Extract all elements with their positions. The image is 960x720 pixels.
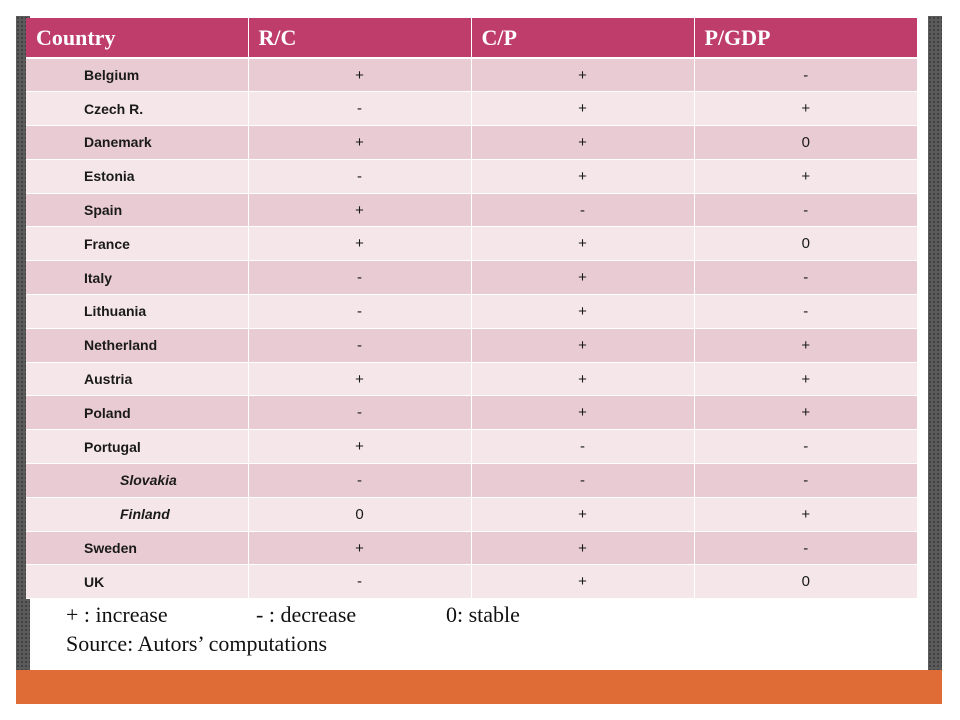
cell-rc: - <box>248 294 472 329</box>
header-pgdp: P/GDP <box>694 18 917 59</box>
cell-rc: - <box>248 564 472 600</box>
legend-stable: 0: stable <box>446 602 520 627</box>
cell-pgdp: + <box>694 159 917 194</box>
cell-pgdp: - <box>694 531 917 566</box>
results-table: Country R/C C/P P/GDP Belgium + + - Czech R.… <box>26 18 917 600</box>
cell-pgdp: 0 <box>694 564 917 600</box>
cell-cp: + <box>471 125 695 160</box>
cell-pgdp: + <box>694 91 917 127</box>
cell-country: Netherland <box>26 328 249 363</box>
source-note: Source: Autors’ computations <box>66 631 328 656</box>
cell-country: Italy <box>26 260 249 296</box>
cell-country: Belgium <box>26 58 249 93</box>
cell-pgdp: + <box>694 362 917 397</box>
cell-pgdp: 0 <box>694 226 917 262</box>
cell-rc: - <box>248 463 472 498</box>
cell-pgdp: - <box>694 463 917 498</box>
cell-pgdp: 0 <box>694 125 917 160</box>
legend-keys: + : increase - : decrease 0: stable <box>66 600 520 629</box>
table-row: Spain + - - <box>26 193 917 228</box>
cell-country: Finland <box>26 497 249 532</box>
table-row: Czech R. - + + <box>26 91 917 127</box>
cell-rc: - <box>248 260 472 296</box>
cell-pgdp: + <box>694 395 917 431</box>
table-row: Sweden + + - <box>26 531 917 566</box>
legend-increase: + : increase <box>66 602 168 627</box>
cell-country: Portugal <box>26 429 249 465</box>
cell-cp: + <box>471 91 695 127</box>
table-row: UK - +0 <box>26 564 917 600</box>
cell-pgdp: + <box>694 497 917 532</box>
legend-decrease: - : decrease <box>256 602 357 627</box>
cell-rc: + <box>248 531 472 566</box>
header-cp: C/P <box>471 18 695 59</box>
cell-rc: + <box>248 58 472 93</box>
table-row: Danemark + +0 <box>26 125 917 160</box>
cell-country: France <box>26 226 249 262</box>
cell-rc: + <box>248 226 472 262</box>
cell-cp: + <box>471 564 695 600</box>
cell-rc: 0 <box>248 497 472 532</box>
table-row: Portugal + - - <box>26 429 917 465</box>
cell-cp: + <box>471 159 695 194</box>
cell-rc: - <box>248 91 472 127</box>
cell-rc: - <box>248 159 472 194</box>
cell-country: Estonia <box>26 159 249 194</box>
cell-pgdp: - <box>694 58 917 93</box>
table-row: Netherland - + + <box>26 328 917 363</box>
cell-cp: + <box>471 260 695 296</box>
cell-pgdp: - <box>694 193 917 228</box>
cell-country: Czech R. <box>26 91 249 127</box>
cell-cp: + <box>471 226 695 262</box>
table-row: Poland - + + <box>26 395 917 431</box>
cell-cp: - <box>471 463 695 498</box>
table-header-row: Country R/C C/P P/GDP <box>26 18 917 59</box>
cell-rc: + <box>248 429 472 465</box>
legend: + : increase - : decrease 0: stable Source… <box>66 600 520 658</box>
table-row: Belgium + + - <box>26 58 917 93</box>
header-country: Country <box>26 18 249 59</box>
cell-country: Slovakia <box>26 463 249 498</box>
table-row: Estonia - + + <box>26 159 917 194</box>
cell-country: Sweden <box>26 531 249 566</box>
table-body: Belgium + + - Czech R. - + + Danemark + +0 Estonia -… <box>26 58 917 600</box>
table-row: Slovakia - - - <box>26 463 917 498</box>
cell-pgdp: - <box>694 294 917 329</box>
cell-country: Austria <box>26 362 249 397</box>
table-row: Lithuania - + - <box>26 294 917 329</box>
cell-country: UK <box>26 564 249 600</box>
cell-cp: + <box>471 362 695 397</box>
table-row: Italy - + - <box>26 260 917 296</box>
cell-pgdp: + <box>694 328 917 363</box>
cell-cp: + <box>471 58 695 93</box>
cell-country: Danemark <box>26 125 249 160</box>
cell-cp: + <box>471 395 695 431</box>
table-row: France + +0 <box>26 226 917 262</box>
cell-cp: + <box>471 531 695 566</box>
cell-cp: - <box>471 193 695 228</box>
table-row: Austria + + + <box>26 362 917 397</box>
bottom-accent-bar <box>16 670 942 704</box>
cell-cp: + <box>471 328 695 363</box>
cell-pgdp: - <box>694 429 917 465</box>
cell-country: Lithuania <box>26 294 249 329</box>
cell-rc: + <box>248 125 472 160</box>
cell-rc: - <box>248 328 472 363</box>
header-rc: R/C <box>248 18 472 59</box>
cell-country: Spain <box>26 193 249 228</box>
cell-rc: + <box>248 193 472 228</box>
table-row: Finland 0 + + <box>26 497 917 532</box>
cell-rc: + <box>248 362 472 397</box>
cell-country: Poland <box>26 395 249 431</box>
cell-pgdp: - <box>694 260 917 296</box>
cell-cp: + <box>471 294 695 329</box>
cell-cp: + <box>471 497 695 532</box>
cell-cp: - <box>471 429 695 465</box>
cell-rc: - <box>248 395 472 431</box>
